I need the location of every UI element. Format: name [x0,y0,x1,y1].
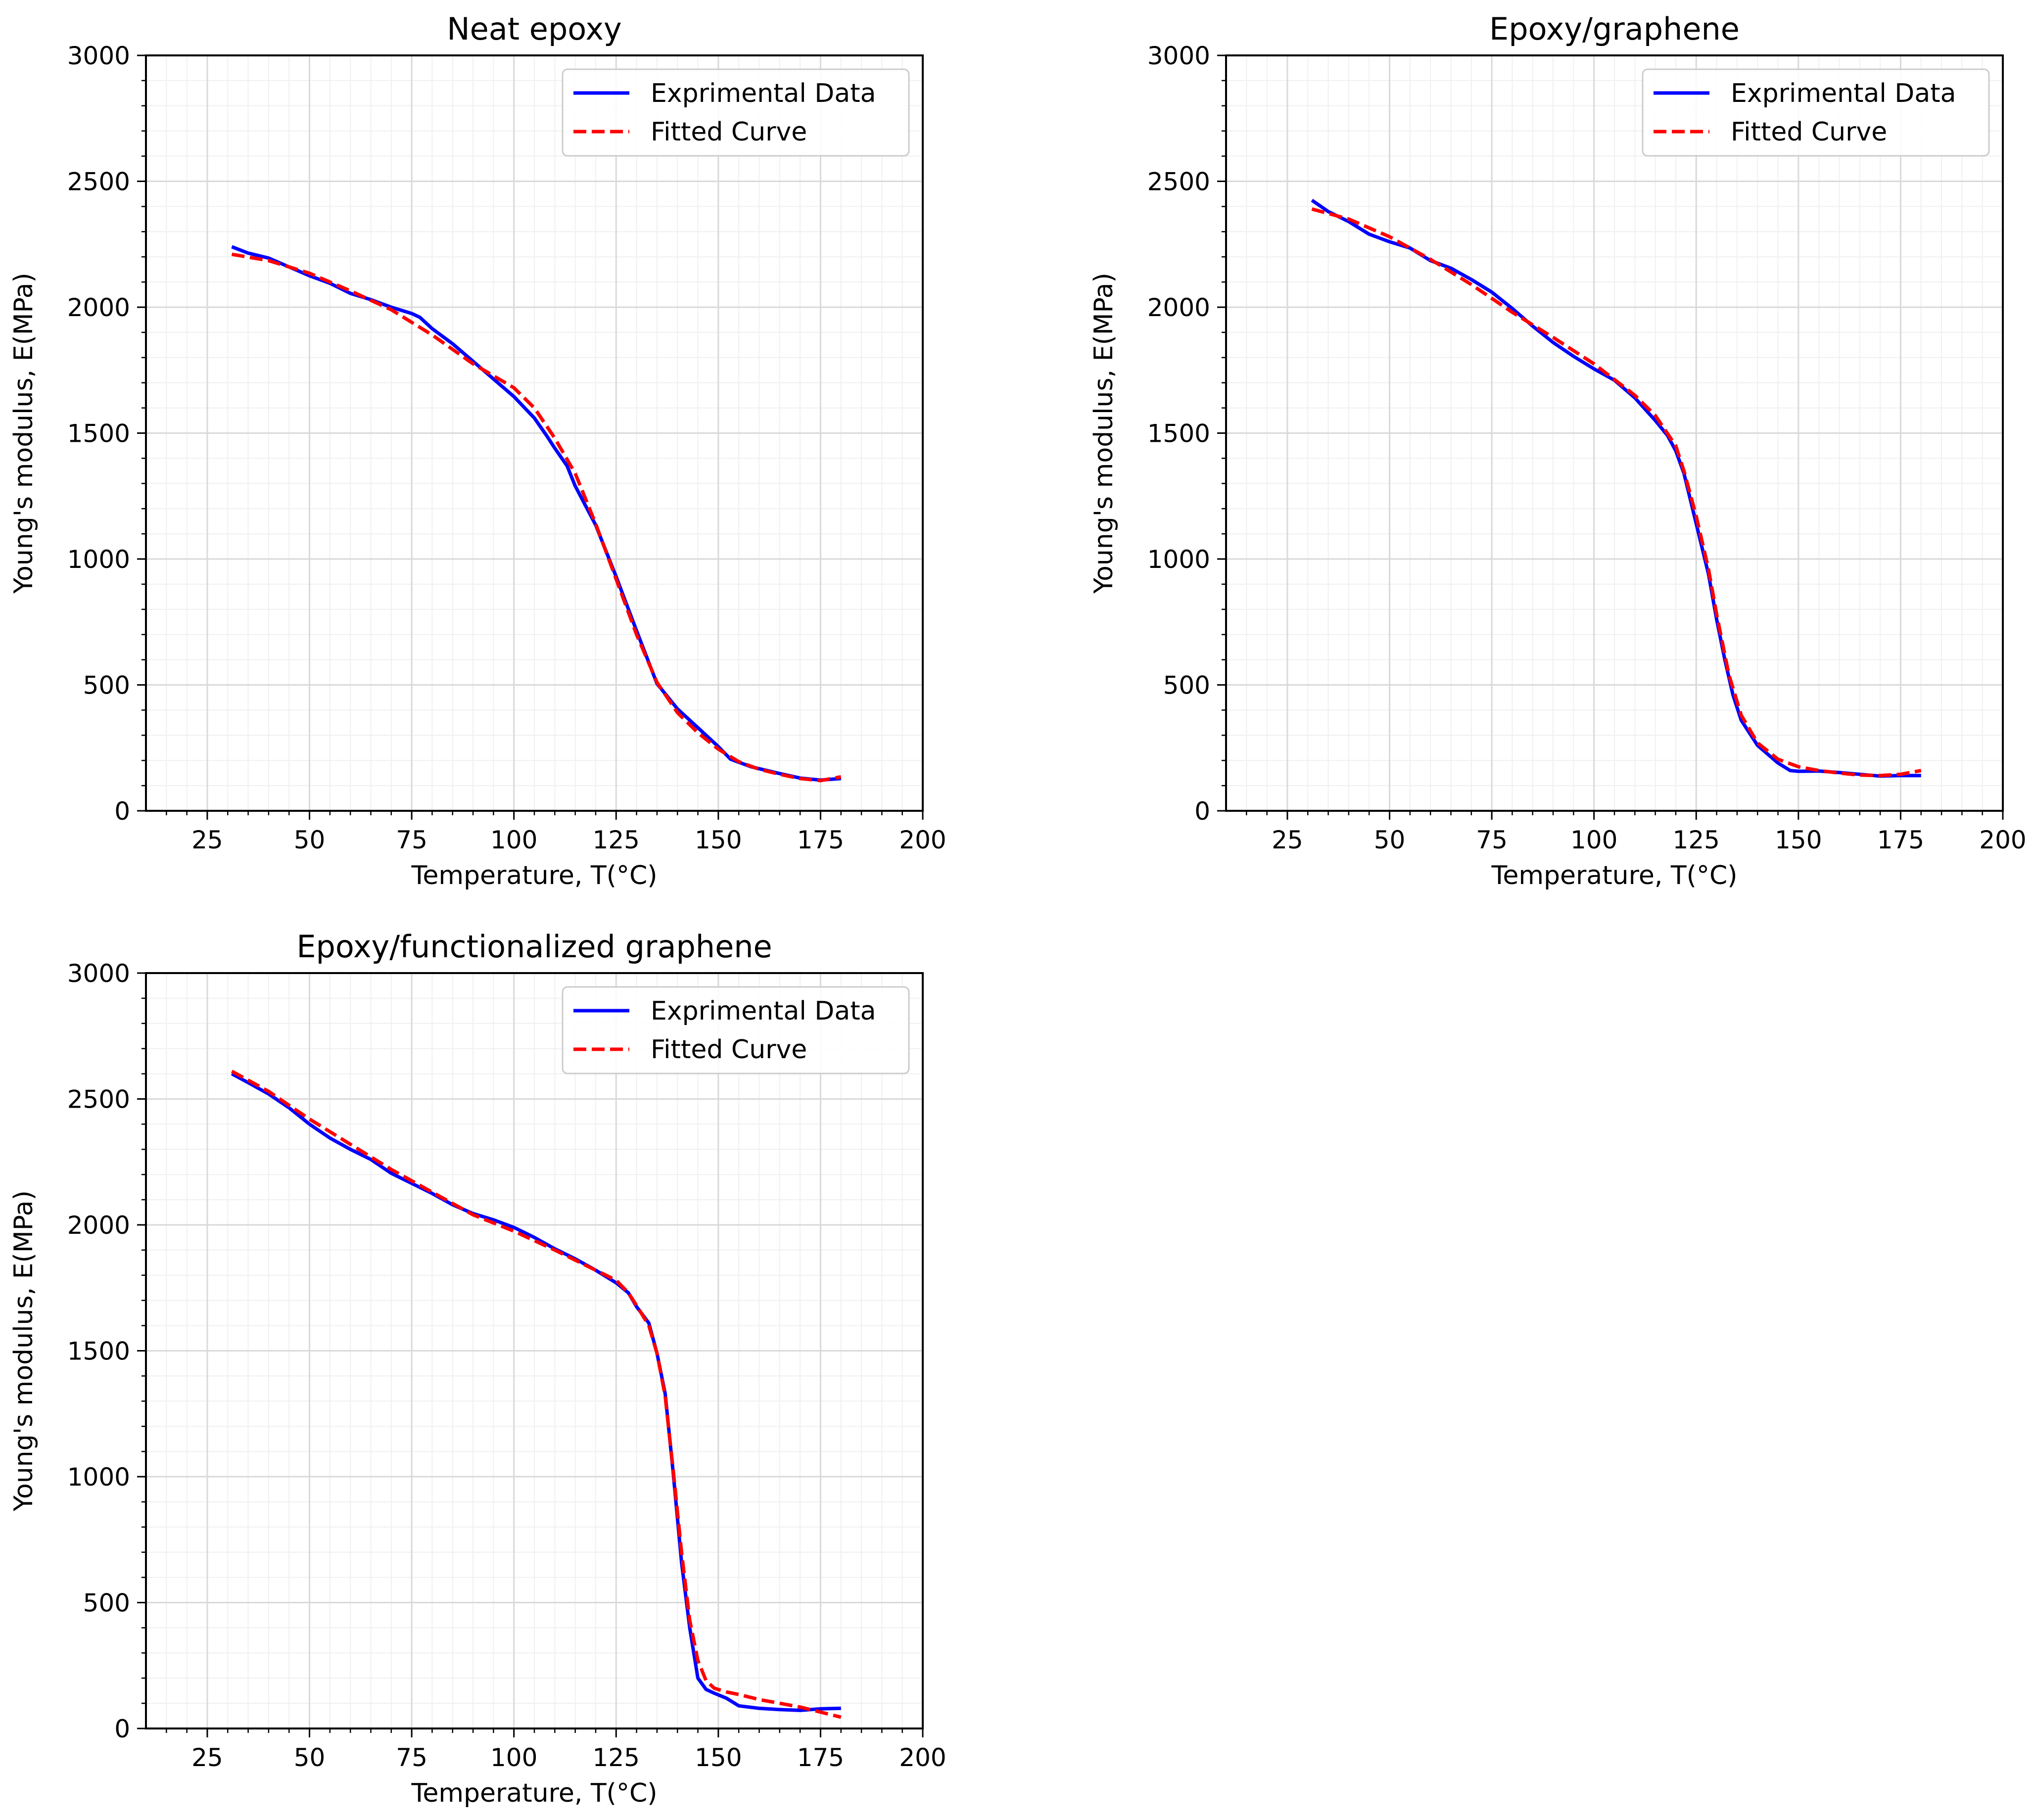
x-axis-label: Temperature, T(°C) [1491,861,1737,890]
x-tick-label: 175 [797,826,844,854]
x-tick-label: 50 [1374,826,1406,854]
x-tick-label: 175 [797,1743,844,1772]
y-tick-label: 3000 [1147,42,1210,70]
x-tick-label: 125 [1673,826,1720,854]
legend: Exprimental Data Fitted Curve [562,986,910,1074]
y-tick-label: 2500 [1147,168,1210,196]
y-tick-label: 500 [83,671,130,700]
y-axis-label: Young's modulus, E(MPa) [9,1190,39,1512]
x-axis-label: Temperature, T(°C) [411,861,657,890]
y-tick-label: 2000 [1147,293,1210,322]
x-tick-label: 50 [294,1743,326,1772]
legend-box [1642,68,1990,157]
major-grid [146,54,924,812]
legend-box [562,986,910,1074]
y-tick-label: 1500 [67,420,130,448]
x-tick-label: 25 [191,826,223,854]
x-tick-label: 75 [1476,826,1508,854]
x-tick-label: 25 [1272,826,1303,854]
x-tick-label: 125 [593,1743,640,1772]
y-tick-label: 2000 [67,1211,130,1240]
x-tick-label: 175 [1877,826,1924,854]
chart-title: Neat epoxy [447,11,621,47]
fitted-curve-line [231,1070,842,1719]
chart-panel-1: 25 50 75 100 125 150 175 2000500100015002000250… [9,11,946,890]
x-axis-label: Temperature, T(°C) [411,1778,657,1808]
legend-box [562,68,910,157]
x-tick-label: 25 [191,1743,223,1772]
x-tick-label: 150 [695,1743,742,1772]
experimental-data-line [1311,198,1921,778]
legend: Exprimental Data Fitted Curve [1642,68,1990,157]
legend: Exprimental Data Fitted Curve [562,68,910,157]
chart-title: Epoxy/functionalized graphene [296,929,772,965]
chart-panel-2: 25 50 75 100 125 150 175 2000500100015002000250… [1089,11,2027,890]
x-tick-label: 150 [1775,826,1822,854]
fitted-curve-line [231,252,842,783]
y-axis-label: Young's modulus, E(MPa) [1089,273,1119,594]
x-tick-label: 125 [593,826,640,854]
chart-panel-3: 25 50 75 100 125 150 175 2000500100015002000250… [9,929,946,1808]
y-tick-label: 0 [1194,797,1210,826]
x-tick-label: 200 [899,1743,946,1772]
y-tick-label: 1000 [1147,545,1210,574]
y-tick-label: 1000 [67,1463,130,1492]
y-tick-label: 2000 [67,293,130,322]
y-tick-label: 2500 [67,168,130,196]
legend-label: Exprimental Data [1731,79,1956,108]
y-tick-label: 3000 [67,42,130,70]
x-tick-label: 75 [396,1743,427,1772]
y-tick-label: 3000 [67,959,130,988]
x-tick-label: 200 [1979,826,2026,854]
x-tick-label: 150 [695,826,742,854]
x-tick-label: 100 [1570,826,1617,854]
y-tick-label: 0 [114,1715,130,1743]
x-tick-label: 100 [490,826,537,854]
x-tick-label: 50 [294,826,326,854]
experimental-data-line [231,1072,841,1712]
x-tick-label: 100 [490,1743,537,1772]
experimental-data-line [231,245,841,782]
legend-label: Fitted Curve [1731,117,1887,147]
x-tick-label: 75 [396,826,427,854]
axes-frame [145,54,924,812]
y-tick-label: 1500 [1147,420,1210,448]
chart-title: Epoxy/graphene [1489,11,1740,47]
axes-frame [145,972,924,1729]
x-tick-label: 200 [899,826,946,854]
y-tick-label: 2500 [67,1085,130,1114]
legend-label: Fitted Curve [651,1035,807,1065]
y-tick-label: 0 [114,797,130,826]
legend-label: Exprimental Data [651,996,876,1026]
legend-label: Fitted Curve [651,117,807,147]
y-tick-label: 1500 [67,1337,130,1366]
axes-frame [1225,54,2004,812]
fitted-curve-line [1311,207,1922,778]
y-tick-label: 1000 [67,545,130,574]
y-axis-label: Young's modulus, E(MPa) [9,273,39,594]
y-tick-label: 500 [83,1589,130,1618]
legend-label: Exprimental Data [651,79,876,108]
y-tick-label: 500 [1163,671,1210,700]
